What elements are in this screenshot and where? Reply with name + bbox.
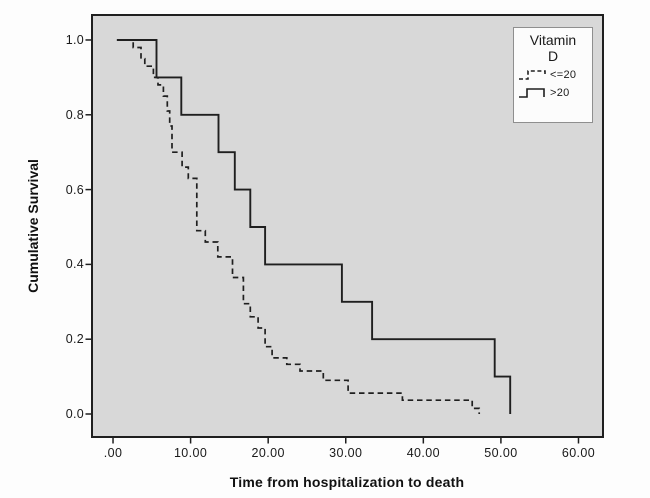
legend-title-line1: Vitamin <box>529 32 577 48</box>
y-axis-title: Cumulative Survival <box>25 159 41 293</box>
legend-entry-gt20: >20 <box>518 85 592 100</box>
x-axis-title: Time from hospitalization to death <box>229 474 465 490</box>
solid-step-line-icon <box>519 88 545 99</box>
legend-title: Vitamin D <box>514 32 592 64</box>
legend: Vitamin D <=20 >20 <box>513 27 593 123</box>
dashed-step-line-icon <box>519 70 546 81</box>
legend-label-le20: <=20 <box>550 68 577 81</box>
legend-title-line2: D <box>547 47 559 64</box>
legend-label-gt20: >20 <box>550 86 570 99</box>
legend-entry-le20: <=20 <box>518 67 592 82</box>
survival-curve-gt20 <box>116 39 512 414</box>
